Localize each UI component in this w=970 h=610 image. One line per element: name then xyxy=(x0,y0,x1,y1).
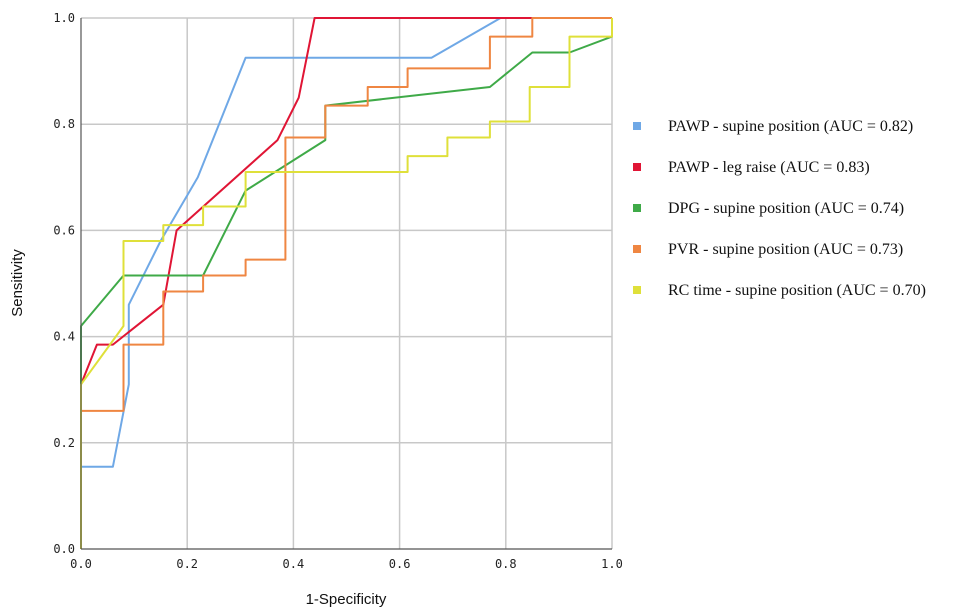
series-line-4 xyxy=(80,17,612,549)
legend: PAWP - supine position (AUC = 0.82) PAWP … xyxy=(633,118,926,299)
tick-labels: 0.0 0.2 0.4 0.6 0.8 1.0 0.0 0.2 0.4 0.6 0.8 1.0 xyxy=(53,11,623,571)
legend-swatch-2 xyxy=(633,163,641,171)
x-tick-label-5: 1.0 xyxy=(601,557,623,571)
legend-label-3: DPG - supine position (AUC = 0.74) xyxy=(668,200,904,217)
plot-area xyxy=(81,18,612,549)
legend-swatch-4 xyxy=(633,245,641,253)
x-tick-label-2: 0.4 xyxy=(283,557,305,571)
y-tick-label-2: 0.4 xyxy=(53,330,75,344)
y-tick-label-1: 0.2 xyxy=(53,436,75,450)
legend-label-1: PAWP - supine position (AUC = 0.82) xyxy=(668,118,913,135)
legend-label-5: RC time - supine position (AUC = 0.70) xyxy=(668,282,926,299)
x-axis-title: 1-Specificity xyxy=(306,591,387,608)
series-line-2 xyxy=(80,17,612,549)
y-axis-title: Sensitivity xyxy=(9,249,26,317)
legend-swatch-1 xyxy=(633,122,641,130)
legend-swatch-5 xyxy=(633,286,641,294)
x-tick-label-3: 0.6 xyxy=(389,557,411,571)
legend-swatch-3 xyxy=(633,204,641,212)
x-tick-label-0: 0.0 xyxy=(70,557,92,571)
y-tick-label-4: 0.8 xyxy=(53,117,75,131)
x-tick-label-4: 0.8 xyxy=(495,557,517,571)
y-tick-label-0: 0.0 xyxy=(53,542,75,556)
x-tick-label-1: 0.2 xyxy=(176,557,198,571)
axes xyxy=(80,18,612,550)
series-lines xyxy=(80,17,613,549)
y-tick-label-5: 1.0 xyxy=(53,11,75,25)
y-tick-label-3: 0.6 xyxy=(53,223,75,237)
legend-label-2: PAWP - leg raise (AUC = 0.83) xyxy=(668,159,870,176)
legend-label-4: PVR - supine position (AUC = 0.73) xyxy=(668,241,903,258)
series-line-5 xyxy=(80,18,613,549)
